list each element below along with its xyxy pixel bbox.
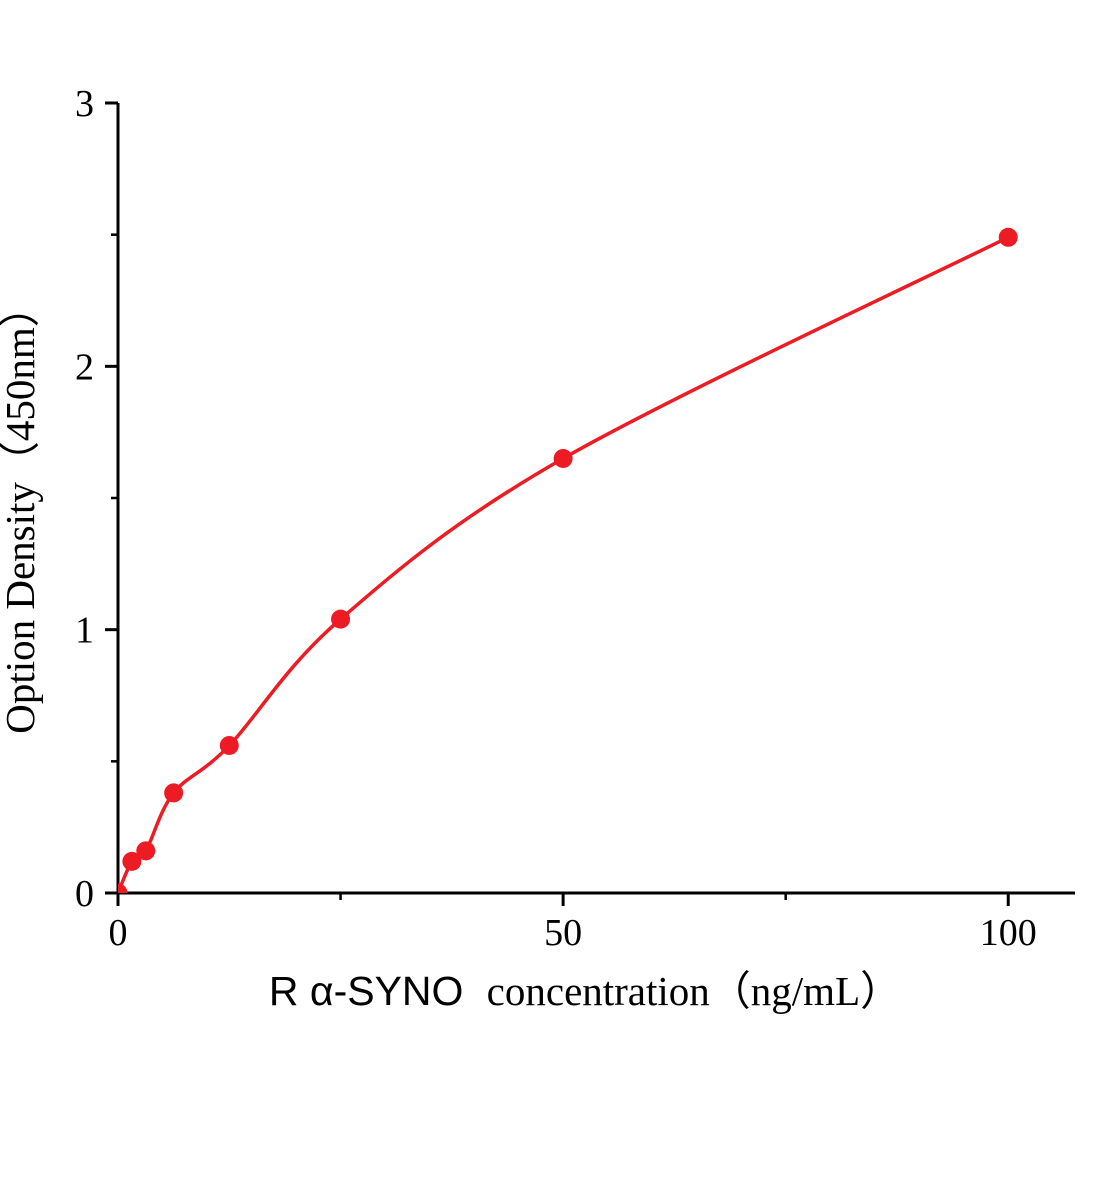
y-tick-label: 0 [75,873,94,915]
data-point-marker [553,449,573,468]
x-axis-label-text: concentration（ng/mL） [487,968,901,1014]
x-tick-label: 100 [980,912,1037,954]
data-point-marker [331,609,351,629]
x-tick-labels: 0 50 100 [109,912,1037,954]
data-point-marker [118,883,128,893]
y-tick-label: 2 [75,346,94,388]
data-point-marker [164,783,184,803]
y-tick-labels: 0 1 2 3 [75,83,94,915]
y-tick-label: 1 [75,610,94,652]
fit-curve [118,235,1010,893]
axis-ticks [105,101,1010,906]
data-points [118,227,1018,893]
x-tick-label: 50 [544,912,582,954]
data-point-marker [136,841,156,861]
data-point-marker [998,227,1018,247]
y-axis-label: Option Density（450nm） [0,286,43,734]
y-tick-label: 3 [75,83,94,125]
data-point-marker [122,851,142,871]
x-axis-label-analyte: R α-SYNO [269,968,464,1014]
axes [116,103,1075,895]
x-axis-label: R α-SYNO concentration（ng/mL） [269,968,901,1014]
data-point-marker [219,736,239,756]
x-tick-label: 0 [109,912,128,954]
plot-area [118,227,1018,893]
